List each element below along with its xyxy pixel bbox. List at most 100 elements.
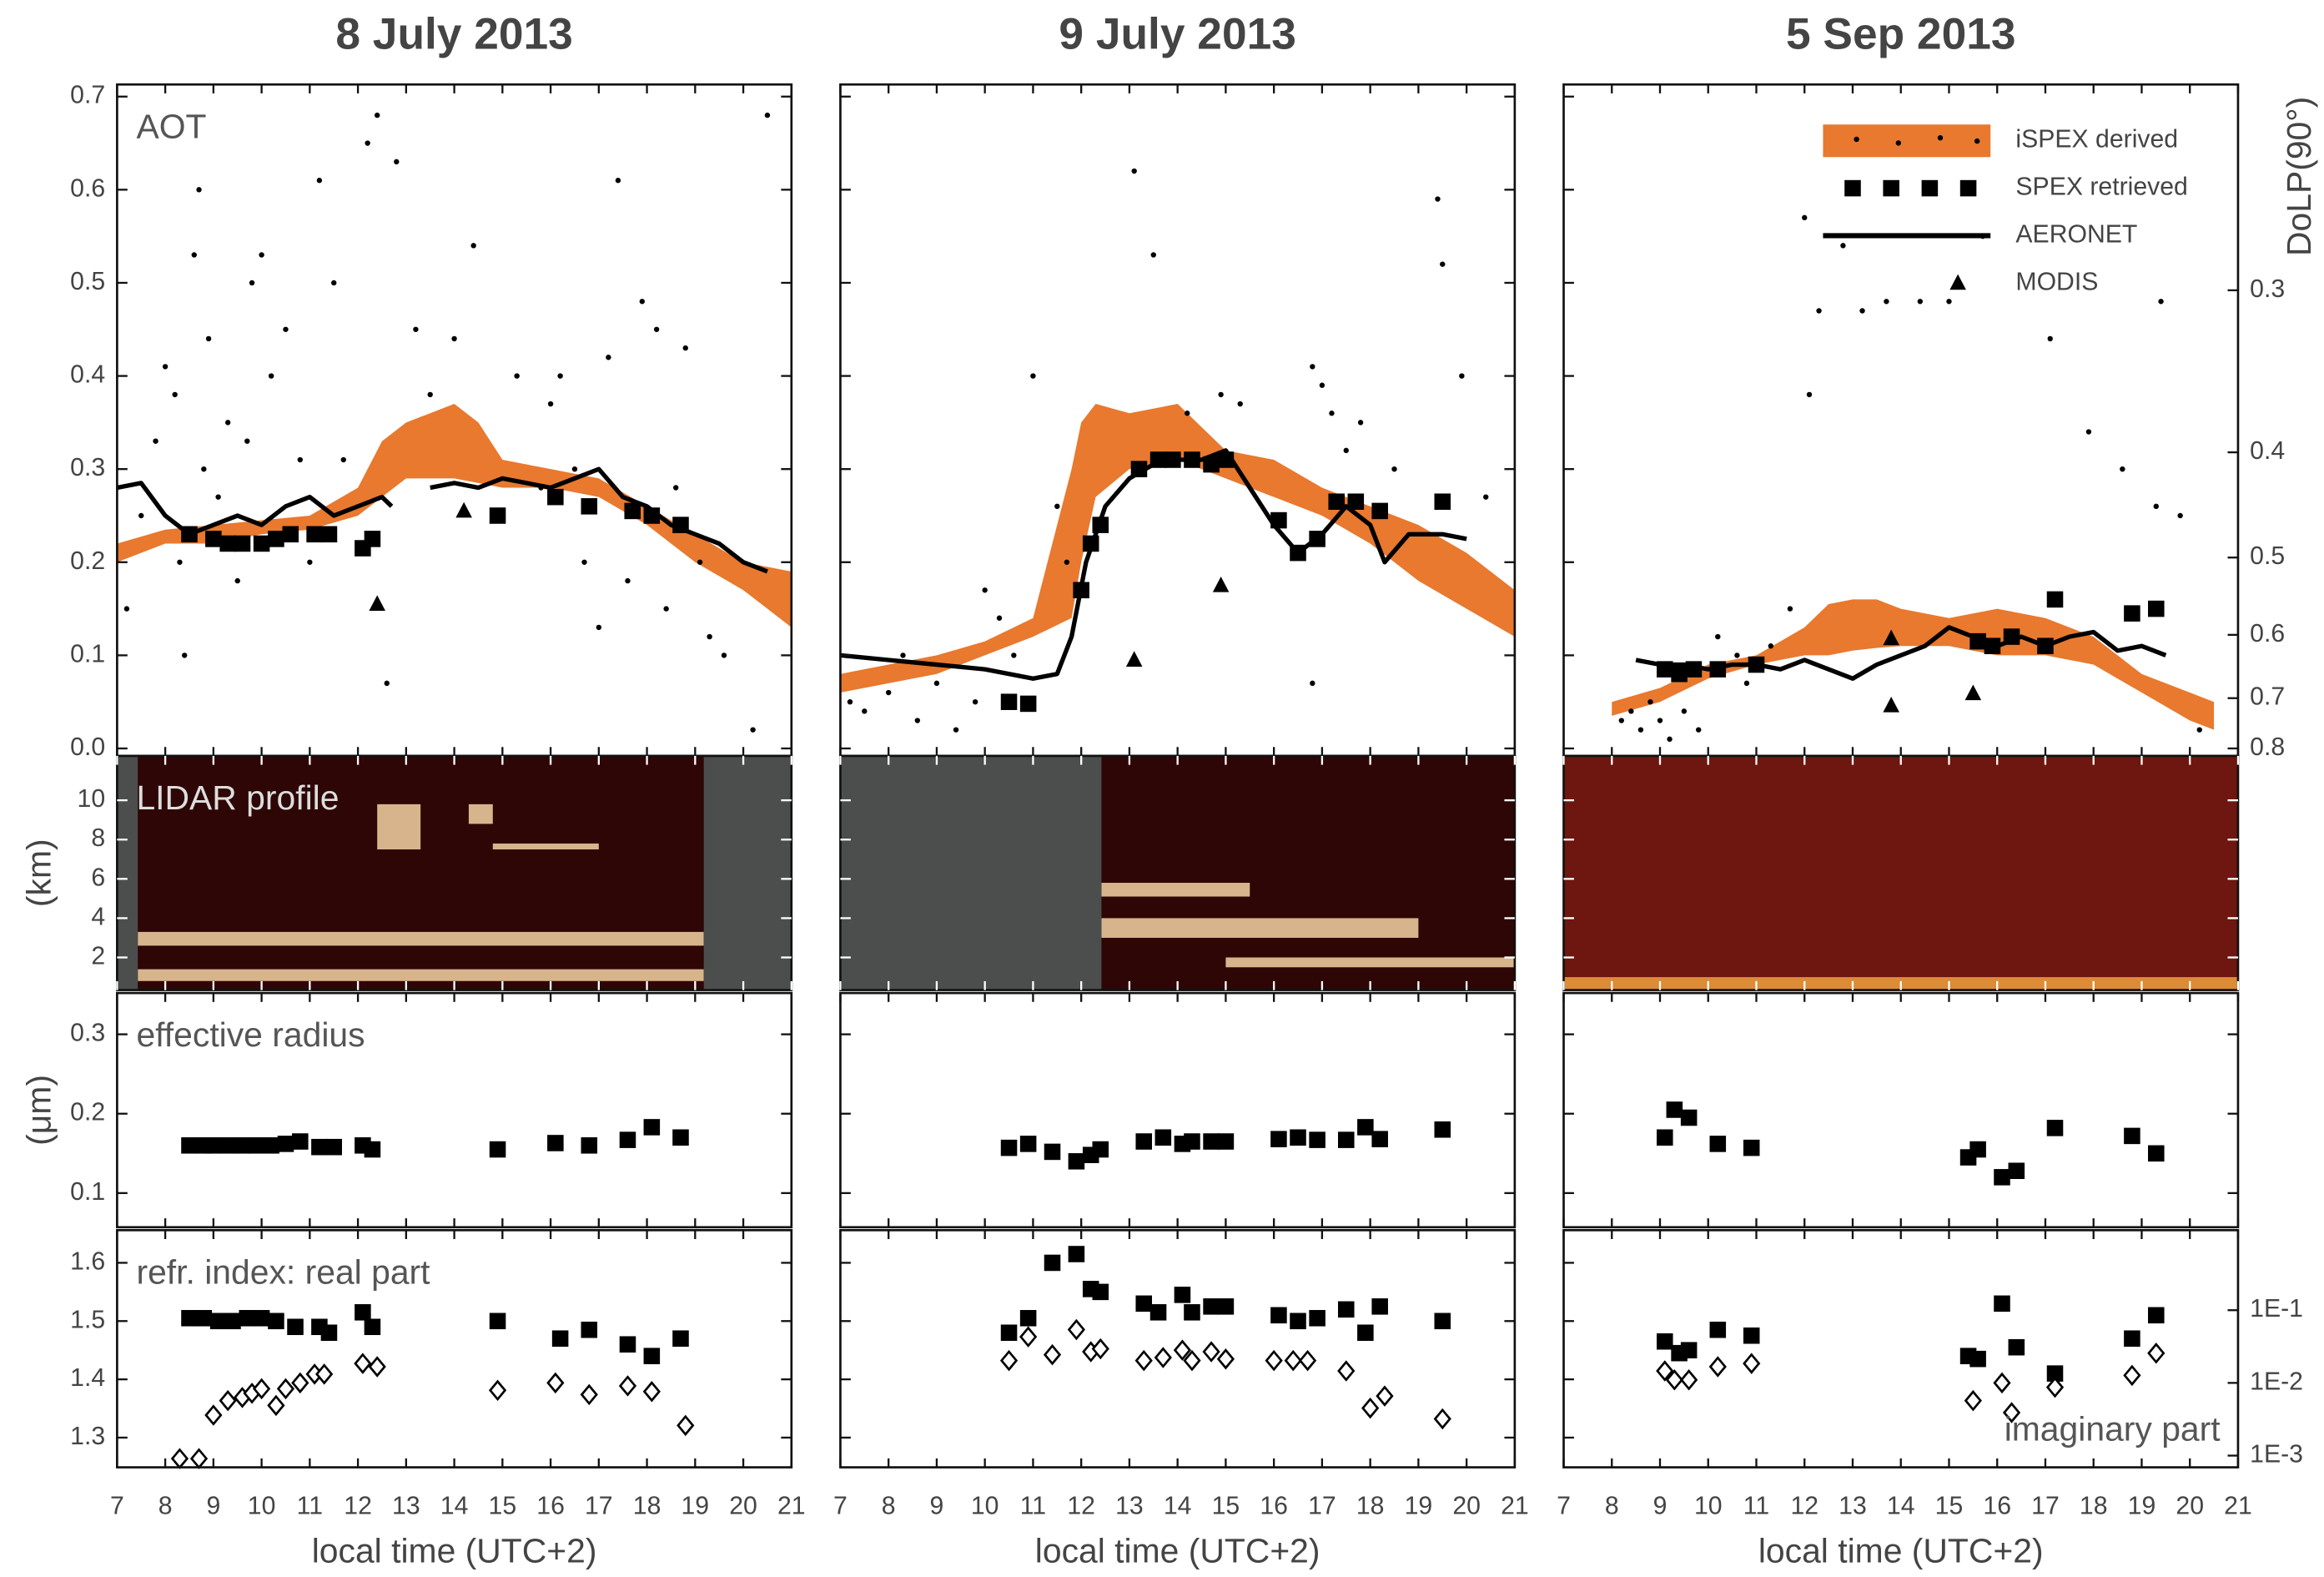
spex-square	[1135, 1133, 1153, 1150]
lidar-layer	[1225, 957, 1515, 968]
ispex-point	[182, 652, 188, 658]
ispex-point	[365, 140, 370, 146]
ispex-point	[1319, 382, 1325, 388]
spex-square	[181, 1137, 198, 1154]
x-tick-label: 11	[297, 1492, 323, 1519]
ispex-point	[1329, 411, 1335, 416]
imag-diamond	[1202, 1341, 1220, 1363]
spex-square	[2008, 1162, 2025, 1180]
spex-square	[1657, 1129, 1673, 1146]
imag-diamond	[291, 1372, 309, 1394]
ispex-band	[117, 404, 792, 627]
spex-square	[2124, 1127, 2140, 1145]
y2-tick-label: 0.3	[2250, 275, 2285, 303]
y-tick-label: 0.7	[70, 82, 105, 109]
spex-square	[355, 1304, 371, 1321]
spex-square	[1371, 502, 1388, 520]
spex-square	[1174, 1287, 1191, 1303]
lidar-layer	[1101, 883, 1250, 897]
spex-square	[1073, 582, 1089, 599]
x-tick-label: 18	[633, 1492, 661, 1519]
imag-diamond	[488, 1379, 507, 1402]
y-tick-label: 0.2	[70, 1099, 105, 1126]
x-tick-label: 8	[882, 1492, 896, 1519]
ispex-point	[2177, 512, 2183, 519]
ispex-point	[123, 606, 130, 612]
spex-square	[1309, 1131, 1325, 1148]
x-tick-label: 8	[1605, 1492, 1619, 1519]
x-tick-label: 21	[777, 1492, 806, 1519]
x-tick-label: 20	[729, 1492, 757, 1519]
ispex-point	[138, 512, 144, 519]
ispex-point	[1440, 261, 1446, 267]
spex-square	[1290, 1129, 1306, 1146]
imag-diamond	[1216, 1348, 1235, 1370]
ispex-point	[547, 401, 554, 407]
y-tick-label: 0.4	[70, 361, 105, 389]
ispex-point	[297, 456, 303, 463]
x-tick-label: 19	[1405, 1492, 1433, 1519]
spex-square	[1203, 1133, 1220, 1150]
ispex-point	[953, 727, 959, 733]
spex-square	[364, 1318, 381, 1336]
ispex-point	[2047, 335, 2053, 342]
x-tick-label: 9	[930, 1492, 944, 1519]
ispex-point	[283, 326, 289, 332]
imag-diamond	[1173, 1339, 1192, 1361]
y-axis-label: (μm)	[20, 1075, 58, 1146]
ispex-band	[840, 404, 1515, 693]
ispex-point	[1011, 652, 1017, 658]
imag-diamond	[1019, 1326, 1038, 1348]
spex-square	[320, 526, 338, 543]
spex-square	[195, 1310, 213, 1327]
imag-diamond	[252, 1378, 271, 1400]
x-tick-label: 16	[536, 1492, 565, 1519]
ispex-point	[653, 326, 660, 332]
spex-square	[253, 1310, 270, 1327]
legend-label: iSPEX derived	[2015, 126, 2178, 154]
spex-square	[1270, 1131, 1287, 1147]
spex-square	[249, 1137, 265, 1154]
spex-square	[643, 1119, 661, 1136]
imag-diamond	[2045, 1376, 2065, 1398]
ispex-point	[1459, 373, 1465, 379]
spex-square	[1019, 1136, 1037, 1152]
spex-square	[1371, 1131, 1388, 1147]
ispex-point	[1806, 391, 1813, 398]
spex-square	[547, 1135, 564, 1151]
x-tick-label: 10	[971, 1492, 999, 1519]
y-tick-label: 1.5	[70, 1306, 105, 1333]
ispex-point	[972, 698, 978, 705]
legend-swatch	[1823, 124, 1991, 158]
aeronet-line	[1635, 625, 2167, 681]
x-tick-label: 17	[2031, 1492, 2060, 1519]
spex-square	[209, 1312, 227, 1330]
x-tick-label: 19	[2128, 1492, 2156, 1519]
x-tick-label: 13	[1839, 1492, 1867, 1519]
ispex-point	[394, 159, 400, 165]
ispex-point	[697, 559, 703, 565]
ispex-point	[663, 606, 669, 612]
y2-tick-label: 0.7	[2250, 683, 2285, 711]
x-tick-label: 19	[682, 1492, 710, 1519]
ispex-point	[1150, 252, 1156, 258]
imag-diamond	[2002, 1402, 2021, 1423]
spex-square	[364, 531, 381, 547]
panel-annotation: LIDAR profile	[136, 778, 339, 817]
modis-triangle	[1964, 684, 1982, 701]
spex-square	[547, 488, 564, 506]
ispex-point	[331, 280, 337, 286]
ispex-point	[1816, 308, 1822, 314]
x-tick-label: 7	[833, 1492, 848, 1519]
x-tick-label: 18	[2080, 1492, 2108, 1519]
no-data-area	[117, 755, 138, 990]
ispex-point	[259, 252, 264, 258]
y-tick-label: 0.6	[70, 174, 105, 202]
imag-diamond	[677, 1414, 695, 1437]
spex-square	[1671, 665, 1688, 683]
spex-square	[1184, 451, 1200, 468]
x-axis-label: local time (UTC+2)	[312, 1531, 597, 1569]
spex-square	[1019, 695, 1037, 713]
modis-triangle	[369, 595, 385, 611]
